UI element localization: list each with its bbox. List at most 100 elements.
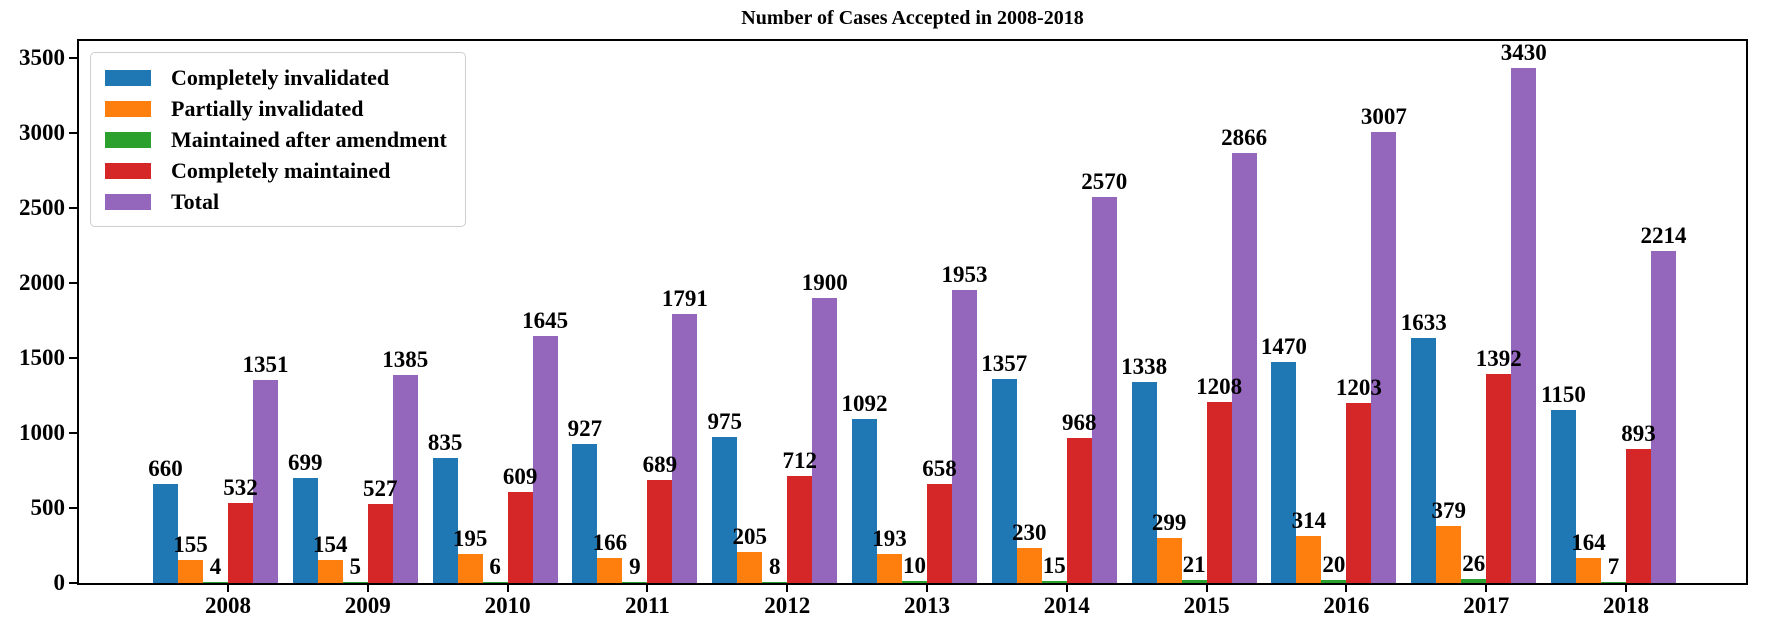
bar-value-label: 299 (1151, 510, 1187, 536)
bar-completely-invalidated-2008 (153, 483, 178, 583)
bar-total-2017 (1511, 68, 1537, 583)
bar-value-label: 660 (148, 455, 183, 481)
legend: Completely invalidated Partially invalida… (90, 52, 466, 227)
x-tick-mark (227, 585, 229, 592)
x-tick-label-2012: 2012 (764, 593, 811, 618)
legend-item-total: Total (105, 186, 447, 217)
bar-value-label: 712 (782, 448, 817, 474)
bar-completely-invalidated-2009 (292, 478, 318, 583)
bar-value-label: 5 (349, 554, 362, 580)
bar-value-label: 164 (1571, 530, 1606, 556)
bar-completely-maintained-2011 (647, 479, 673, 583)
bar-value-label: 609 (502, 463, 538, 489)
bar-maintained-after-amendment-2015 (1181, 579, 1207, 583)
x-tick-label-2018: 2018 (1603, 593, 1649, 618)
bar-value-label: 1633 (1400, 310, 1447, 336)
legend-label-total: Total (171, 188, 220, 214)
bar-value-label: 1385 (382, 347, 429, 373)
bar-completely-invalidated-2015 (1131, 382, 1157, 583)
bar-value-label: 532 (223, 475, 258, 501)
bar-partially-invalidated-2015 (1156, 538, 1182, 583)
x-tick-label-2016: 2016 (1323, 593, 1370, 618)
bar-partially-invalidated-2018 (1576, 558, 1601, 583)
bar-completely-invalidated-2013 (852, 419, 877, 583)
x-tick-label-2015: 2015 (1183, 593, 1230, 618)
bar-value-label: 835 (427, 429, 463, 455)
x-tick-label-2011: 2011 (625, 593, 670, 618)
bar-total-2018 (1651, 250, 1676, 583)
bar-total-2012 (812, 297, 838, 583)
bar-value-label: 230 (1012, 520, 1047, 546)
x-tick-mark (926, 585, 928, 592)
bar-maintained-after-amendment-2017 (1461, 579, 1487, 583)
bar-value-label: 699 (288, 450, 323, 476)
bar-partially-invalidated-2009 (317, 559, 343, 583)
bar-value-label: 1357 (981, 351, 1028, 377)
legend-swatch-completely-maintained (105, 162, 151, 179)
bar-total-2013 (952, 290, 977, 583)
bar-completely-invalidated-2010 (432, 457, 458, 583)
bar-completely-invalidated-2018 (1551, 410, 1576, 583)
bar-maintained-after-amendment-2014 (1041, 580, 1067, 583)
bar-total-2014 (1091, 197, 1117, 583)
y-tick-label: 500 (30, 494, 66, 520)
bar-value-label: 1203 (1335, 374, 1382, 400)
bar-completely-maintained-2018 (1626, 449, 1651, 583)
bar-partially-invalidated-2013 (877, 554, 902, 583)
x-tick-mark (506, 585, 509, 592)
bar-maintained-after-amendment-2008 (203, 582, 228, 583)
bar-value-label: 1338 (1121, 354, 1168, 380)
x-tick-mark (366, 585, 369, 592)
bar-total-2015 (1231, 153, 1257, 583)
bar-completely-maintained-2017 (1486, 374, 1512, 583)
bar-completely-invalidated-2017 (1411, 338, 1437, 583)
bar-partially-invalidated-2010 (457, 553, 483, 583)
bar-value-label: 166 (592, 530, 628, 556)
bar-value-label: 1900 (801, 269, 848, 295)
bar-completely-invalidated-2012 (712, 436, 738, 583)
bar-value-label: 1953 (941, 262, 988, 288)
bar-maintained-after-amendment-2012 (762, 581, 788, 583)
bar-value-label: 15 (1042, 552, 1066, 578)
bar-value-label: 20 (1322, 551, 1346, 577)
bar-value-label: 1392 (1475, 346, 1522, 372)
legend-label-maintained-after-amendment: Maintained after amendment (171, 126, 447, 152)
x-tick-label-2013: 2013 (904, 593, 950, 618)
y-tick-label: 3000 (19, 119, 65, 145)
y-tick-mark (69, 506, 77, 509)
bar-value-label: 927 (567, 415, 603, 441)
bar-value-label: 658 (922, 456, 957, 482)
bar-value-label: 1470 (1260, 334, 1307, 360)
chart-title: Number of Cases Accepted in 2008-2018 (741, 7, 1084, 29)
bar-value-label: 2214 (1640, 222, 1687, 248)
bar-completely-maintained-2015 (1206, 401, 1232, 583)
y-tick-label: 1000 (19, 419, 65, 445)
bar-completely-maintained-2010 (507, 491, 533, 583)
legend-swatch-maintained-after-amendment (105, 131, 151, 148)
bar-completely-invalidated-2016 (1271, 362, 1297, 583)
x-tick-label-2009: 2009 (344, 593, 391, 618)
x-tick-label-2014: 2014 (1043, 593, 1090, 618)
bar-partially-invalidated-2016 (1296, 535, 1322, 583)
y-tick-mark (69, 131, 77, 134)
bar-value-label: 1150 (1541, 382, 1586, 408)
bar-value-label: 154 (313, 531, 348, 557)
bar-value-label: 3430 (1500, 40, 1547, 66)
legend-label-completely-maintained: Completely maintained (171, 157, 391, 183)
bar-value-label: 2570 (1081, 169, 1128, 195)
x-tick-mark (646, 585, 649, 592)
bar-completely-maintained-2008 (228, 503, 253, 583)
legend-label-completely-invalidated: Completely invalidated (171, 64, 390, 90)
y-tick-label: 1500 (19, 344, 65, 370)
bar-completely-maintained-2014 (1066, 437, 1092, 583)
bar-completely-maintained-2009 (367, 503, 393, 583)
bar-value-label: 8 (768, 553, 781, 579)
bar-value-label: 155 (173, 531, 208, 557)
bar-value-label: 26 (1462, 551, 1486, 577)
bar-value-label: 379 (1431, 498, 1466, 524)
x-tick-label-2010: 2010 (484, 593, 531, 618)
bar-value-label: 205 (732, 524, 767, 550)
bar-value-label: 1645 (522, 308, 569, 334)
bar-maintained-after-amendment-2010 (482, 582, 508, 583)
bar-value-label: 314 (1291, 507, 1327, 533)
